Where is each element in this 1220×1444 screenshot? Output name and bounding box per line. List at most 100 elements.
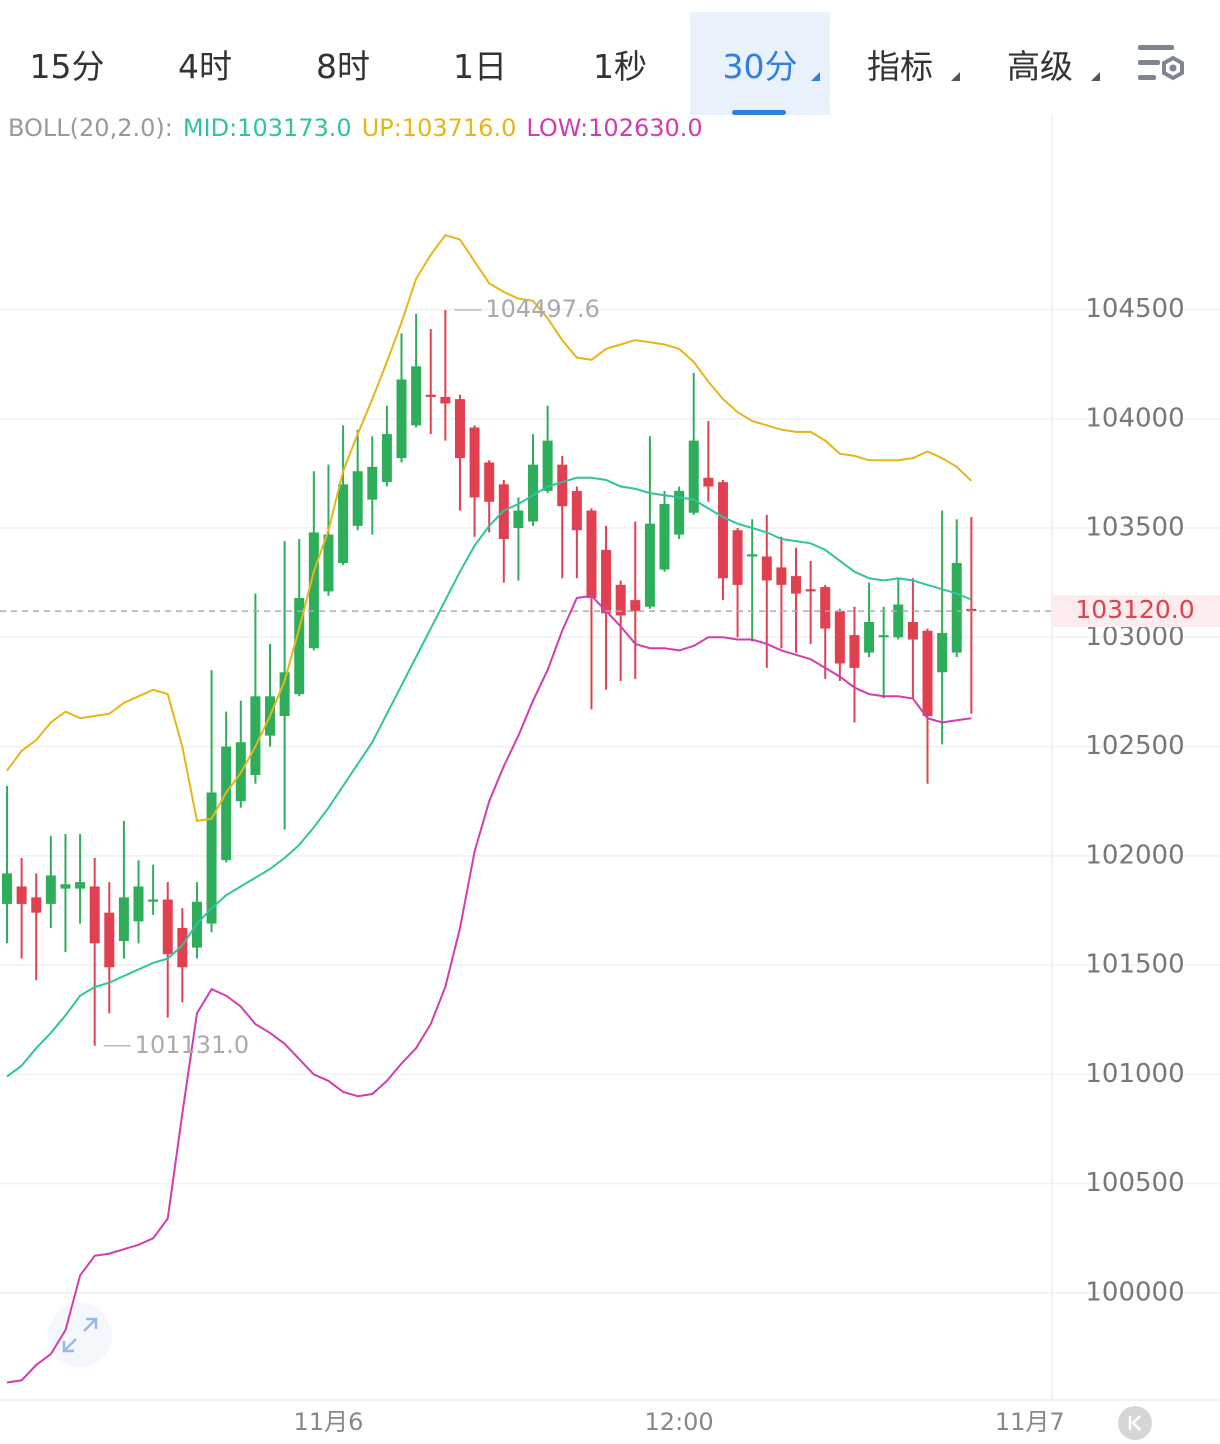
candle-body: [118, 897, 129, 942]
y-tick-label: 104500: [1085, 294, 1184, 324]
last-price-label: 103120.0: [1075, 595, 1194, 624]
indicator-line: [6, 476, 972, 1078]
settings-icon[interactable]: [1138, 45, 1184, 81]
tab-bar: 15分 4时 8时 1日 1秒 30分 指标 高级: [0, 0, 1220, 115]
last-price-box: [1052, 595, 1220, 628]
candle-body: [878, 635, 889, 638]
y-tick-label: 103500: [1085, 513, 1184, 543]
candle-body: [834, 611, 845, 664]
candle-body: [440, 396, 451, 404]
icon-gear-center: [1169, 64, 1177, 72]
tab[interactable]: 1秒: [550, 12, 690, 115]
legend-entry: UP:103716.0: [361, 114, 517, 142]
candle-body: [367, 466, 378, 500]
tab[interactable]: 15分: [0, 12, 137, 115]
candle-body: [937, 632, 948, 673]
candle-body: [381, 434, 392, 483]
tab[interactable]: 高级: [970, 12, 1110, 115]
grid: [0, 308, 1220, 1294]
candle-body: [542, 440, 553, 491]
candle-body: [659, 503, 670, 570]
scroll-latest-button[interactable]: [1118, 1406, 1152, 1440]
dropdown-arrow: [811, 72, 820, 81]
y-tick-label: 101500: [1085, 950, 1184, 980]
candle-body: [893, 604, 904, 638]
y-tick-label: 102500: [1085, 731, 1184, 761]
candle-body: [411, 366, 422, 426]
expand-icon: [62, 1317, 98, 1353]
candle-body: [805, 589, 816, 592]
candle-body: [177, 927, 188, 968]
candle-body: [31, 897, 42, 913]
candle-body: [528, 464, 539, 522]
y-tick-label: 102000: [1085, 840, 1184, 870]
scroll-icon: [1128, 1415, 1141, 1431]
candle-body: [644, 523, 655, 607]
x-tick-label: 11月7: [995, 1408, 1065, 1436]
y-tick-label: 100500: [1085, 1168, 1184, 1198]
candle-body: [16, 886, 27, 904]
tab-label: 1秒: [593, 46, 647, 86]
dropdown-arrow: [951, 72, 960, 81]
indicator-line: [6, 594, 972, 1384]
legend-entry: MID:103173.0: [182, 114, 352, 142]
tab[interactable]: 4时: [135, 12, 275, 115]
tab-label: 指标: [867, 46, 933, 86]
candle-body: [469, 427, 480, 498]
candle-body: [513, 510, 524, 529]
candle-body: [820, 587, 831, 629]
candle-body: [864, 622, 875, 653]
candle-body: [206, 792, 217, 924]
candle-body: [338, 484, 349, 564]
candle-body: [352, 471, 363, 526]
tab[interactable]: 指标: [830, 12, 970, 115]
icon-gear: [1162, 55, 1184, 81]
candle-body: [703, 477, 714, 487]
tab[interactable]: 30分: [690, 12, 830, 115]
tab-label: 8时: [316, 46, 370, 86]
expand-bg: [48, 1303, 112, 1367]
tab[interactable]: 1日: [410, 12, 550, 115]
candle-body: [717, 482, 728, 579]
icon-bar: [1138, 60, 1160, 65]
y-tick-label: 100000: [1085, 1277, 1184, 1307]
candle-body: [849, 635, 860, 668]
y-tick-label: 101000: [1085, 1059, 1184, 1089]
tab-label: 15分: [29, 46, 105, 86]
candle-body: [308, 532, 319, 649]
candle-body: [907, 622, 918, 640]
tab[interactable]: 8时: [273, 12, 413, 115]
tab-label: 4时: [178, 46, 232, 86]
candle-body: [425, 394, 436, 397]
candle-body: [601, 549, 612, 614]
candle-body: [104, 912, 115, 968]
candle-body: [162, 899, 173, 955]
candle-body: [747, 554, 758, 557]
indicator-line: [6, 234, 972, 823]
candle-body: [791, 576, 802, 594]
candle-body: [484, 462, 495, 502]
indicator-name: BOLL(20,2.0):: [8, 114, 173, 142]
candle-body: [250, 696, 261, 775]
scroll-bg: [1118, 1406, 1152, 1440]
icon-bar: [1138, 75, 1156, 80]
candle-body: [761, 556, 772, 581]
y-tick-label: 104000: [1085, 403, 1184, 433]
icon-bar: [1138, 45, 1174, 50]
candle-body: [922, 630, 933, 716]
candle-body: [396, 379, 407, 459]
candle-body: [557, 464, 568, 507]
candle-body: [294, 597, 305, 695]
expand-button[interactable]: [48, 1303, 112, 1367]
candle-body: [133, 886, 144, 922]
candle-body: [951, 563, 962, 653]
x-tick-label: 11月6: [294, 1408, 364, 1436]
extreme-label: 101131.0: [135, 1031, 250, 1059]
candles: [2, 310, 977, 1046]
candle-body: [615, 584, 626, 616]
candle-body: [630, 600, 641, 612]
candle-body: [776, 567, 787, 585]
candle-body: [279, 672, 290, 716]
candle-body: [674, 490, 685, 535]
